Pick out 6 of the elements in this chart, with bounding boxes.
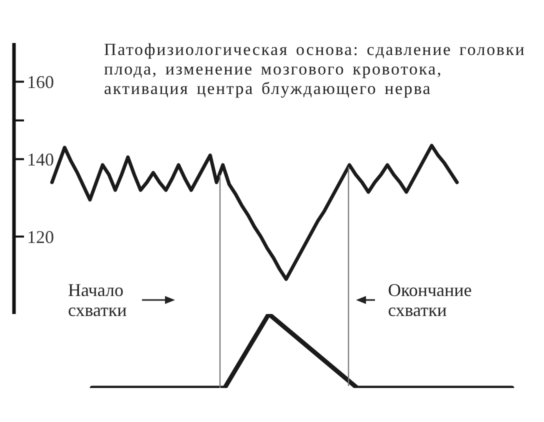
y-tick-label: 120: [27, 226, 54, 247]
annotation: Начало схватки: [68, 280, 128, 320]
annotation: Окончание схватки: [388, 280, 472, 320]
y-tick-label: 140: [27, 150, 54, 170]
y-tick-label: 160: [27, 72, 54, 92]
annotation: Патофизиологическая основа: сдавление головки плода, изменение мозгового кровотока, активация центра блуждающего нерва: [104, 40, 526, 98]
